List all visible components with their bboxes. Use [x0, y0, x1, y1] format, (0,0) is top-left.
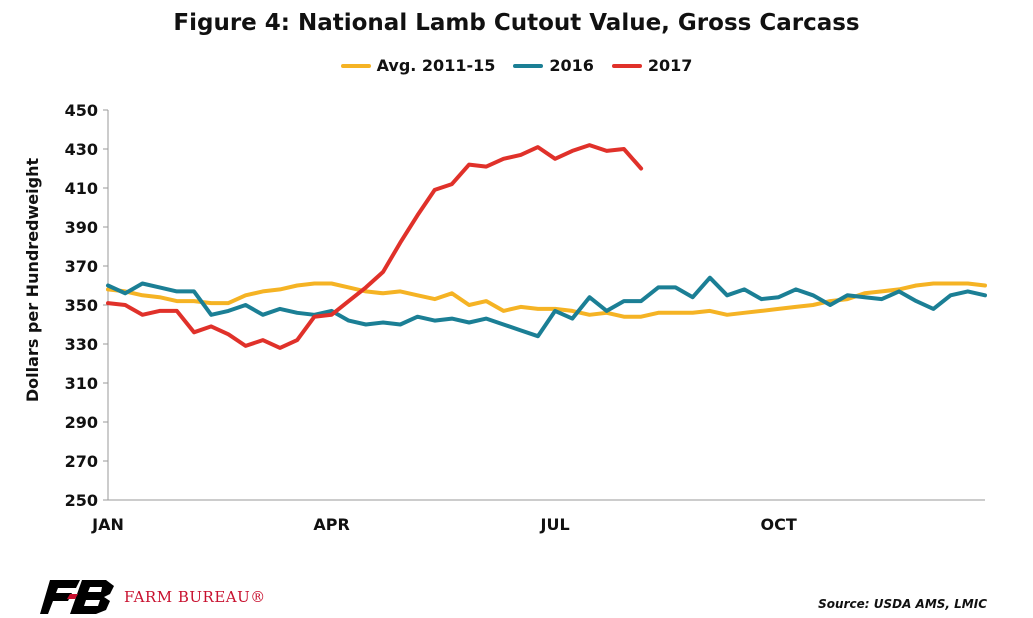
legend-swatch-2016 — [513, 63, 544, 68]
series-line-0 — [106, 281, 987, 319]
legend-item-2017: 2017 — [611, 56, 693, 75]
farm-bureau-logo: FARM BUREAU® — [40, 580, 266, 614]
chart-title: Figure 4: National Lamb Cutout Value, Gr… — [173, 10, 860, 36]
y-tick-label: 450 — [65, 101, 98, 120]
farm-bureau-mark-icon — [40, 580, 114, 614]
series-line-2 — [106, 143, 644, 350]
legend-label-avg: Avg. 2011-15 — [376, 56, 496, 75]
series-line-1 — [106, 275, 987, 339]
chart-series — [106, 143, 987, 350]
y-tick-label: 310 — [65, 374, 98, 393]
legend-label-2016: 2016 — [549, 56, 594, 75]
legend-swatch-2017 — [611, 63, 642, 68]
legend-swatch-avg — [340, 63, 371, 68]
x-tick-label: APR — [313, 515, 349, 534]
x-tick-label: JAN — [91, 515, 124, 534]
chart-legend: Avg. 2011-15 2016 2017 — [0, 56, 1033, 75]
source-note: Source: USDA AMS, LMIC — [818, 597, 987, 611]
y-tick-label: 390 — [65, 218, 98, 237]
chart-axes: 250 270 290 310 330 350 370 390 410 430 450 JAN APR J… — [65, 101, 985, 534]
y-tick-label: 350 — [65, 296, 98, 315]
y-axis-label: Dollars per Hundredweight — [23, 158, 42, 403]
y-tick-label: 270 — [65, 452, 98, 471]
x-tick-label: OCT — [761, 515, 797, 534]
farm-bureau-wordmark: FARM BUREAU® — [124, 588, 266, 606]
legend-item-2016: 2016 — [513, 56, 594, 75]
x-tick-label: JUL — [540, 515, 570, 534]
legend-item-avg: Avg. 2011-15 — [340, 56, 496, 75]
legend-label-2017: 2017 — [647, 56, 693, 75]
y-tick-label: 410 — [65, 179, 98, 198]
y-tick-label: 430 — [65, 140, 98, 159]
y-tick-label: 370 — [65, 257, 98, 276]
y-tick-label: 290 — [65, 413, 98, 432]
y-tick-label: 250 — [65, 491, 98, 510]
y-tick-label: 330 — [65, 335, 98, 354]
